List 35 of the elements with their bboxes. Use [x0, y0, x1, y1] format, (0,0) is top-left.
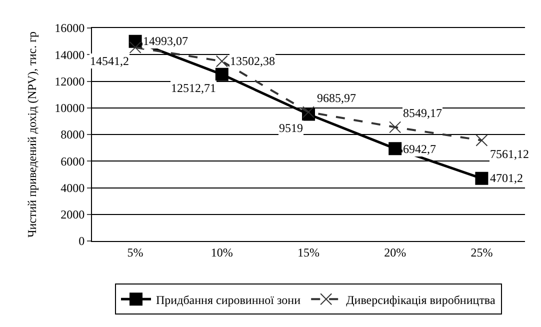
data-label: 4701,2	[490, 171, 523, 185]
y-tick-label: 4000	[60, 180, 85, 195]
data-label: 6942,7	[403, 142, 436, 156]
y-tick-label: 16000	[54, 21, 85, 36]
legend-label: Придбання сировинної зони	[156, 292, 302, 307]
data-label: 14993,07	[143, 34, 188, 48]
data-label: 9519	[279, 121, 303, 135]
x-tick-label: 5%	[127, 245, 144, 260]
x-tick-label: 10%	[210, 245, 233, 260]
y-tick-label: 12000	[54, 74, 85, 88]
x-tick-label: 20%	[384, 245, 406, 260]
point	[475, 172, 488, 185]
legend-label: Диверсифікація виробництва	[346, 292, 496, 307]
x-tick-label: 25%	[470, 245, 493, 260]
point	[388, 142, 402, 156]
point	[129, 41, 142, 54]
point	[302, 106, 314, 118]
data-label: 7561,12	[490, 147, 529, 161]
data-label: 13502,38	[230, 54, 275, 68]
y-tick-label: 0	[78, 234, 85, 248]
y-tick-label: 10000	[54, 101, 85, 116]
data-label: 8549,17	[403, 106, 442, 120]
point	[216, 55, 228, 68]
point	[389, 121, 402, 134]
y-tick-label: 6000	[60, 154, 85, 168]
point	[215, 68, 228, 81]
y-tick-label: 8000	[60, 128, 85, 142]
point	[476, 134, 488, 146]
data-label: 12512,71	[171, 81, 216, 95]
y-tick-label: 2000	[60, 208, 85, 222]
data-label: 14541,2	[90, 54, 129, 68]
y-tick-label: 14000	[54, 48, 85, 62]
x-tick-label: 15%	[298, 245, 320, 260]
y-axis-title: Чистий приведений дохід (NPV), тис. гр	[24, 31, 39, 238]
data-label: 9685,97	[317, 91, 356, 105]
